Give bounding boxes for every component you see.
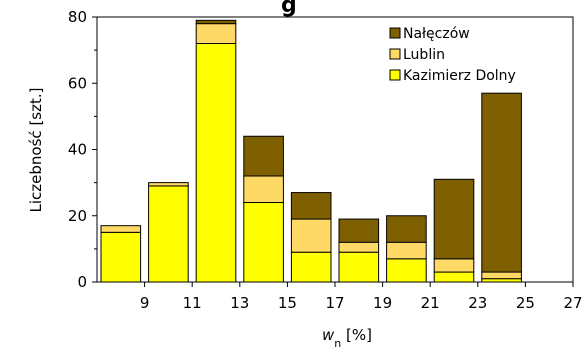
legend-label: Kazimierz Dolny: [403, 68, 516, 84]
x-axis-label-unit: [%]: [341, 326, 372, 344]
bar-segment-17-kazimierz-dolny: [338, 251, 380, 283]
bar-segment-11-kazimierz-dolny: [195, 43, 237, 283]
bar-segment-19-kazimierz-dolny: [386, 258, 427, 283]
bar-segment-23-lublin: [481, 271, 522, 280]
x-tick-label: 17: [325, 294, 344, 312]
x-tick-label: 27: [563, 294, 582, 312]
x-tick-label: 25: [516, 294, 535, 312]
bar-segment-11-na-cz-w: [195, 19, 237, 25]
y-ticks-group: 0 20 40 60 80: [68, 8, 97, 291]
bar-segment-9-lublin: [148, 182, 189, 187]
bar-segment-19-na-cz-w: [386, 215, 427, 243]
bar-segment-21-na-cz-w: [433, 178, 475, 260]
bar-segment-17-na-cz-w: [338, 218, 380, 243]
y-axis-label: Liczebność [szt.]: [27, 88, 45, 213]
x-tick-label: 9: [140, 294, 150, 312]
x-tick-label: 15: [278, 294, 297, 312]
legend: Nałęczów Lublin Kazimierz Dolny: [389, 26, 516, 84]
x-tick-label: 11: [183, 294, 202, 312]
bars-group: [100, 19, 522, 283]
bar-segment-15-kazimierz-dolny: [290, 251, 332, 283]
chart-title-fragment: g: [281, 0, 297, 18]
y-tick-label: 80: [68, 8, 87, 26]
legend-label: Lublin: [403, 47, 445, 63]
bar-segment-13-kazimierz-dolny: [243, 202, 284, 283]
x-tick-label: 19: [373, 294, 392, 312]
bar-segment-21-kazimierz-dolny: [433, 271, 475, 283]
legend-label: Nałęczów: [403, 26, 470, 42]
bar-segment-7-lublin: [100, 225, 142, 233]
bar-segment-23-na-cz-w: [481, 92, 522, 273]
bar-segment-21-lublin: [433, 258, 475, 273]
x-axis-label-sub: n: [334, 337, 341, 347]
y-tick-label: 60: [68, 74, 87, 92]
bar-segment-19-lublin: [386, 241, 427, 260]
bar-segment-13-lublin: [243, 175, 284, 203]
bar-segment-9-kazimierz-dolny: [148, 185, 189, 283]
x-tick-label: 13: [230, 294, 249, 312]
y-tick-label: 0: [77, 273, 87, 291]
legend-swatch-lublin: [389, 48, 401, 60]
bar-segment-15-lublin: [290, 218, 332, 253]
bar-segment-7-kazimierz-dolny: [100, 231, 142, 283]
x-tick-label: 21: [421, 294, 440, 312]
bar-segment-11-lublin: [195, 23, 237, 44]
bar-segment-15-na-cz-w: [290, 192, 332, 220]
x-axis-label-main: w: [322, 326, 335, 344]
legend-swatch-na-cz-w: [389, 27, 401, 39]
x-ticks-group: 9 11 13 15 17 19 21 23 25 27: [140, 282, 583, 312]
bar-segment-17-lublin: [338, 241, 380, 253]
x-axis-label: wn [%]: [322, 326, 372, 347]
y-tick-label: 20: [68, 207, 87, 225]
x-tick-label: 23: [468, 294, 487, 312]
bar-segment-13-na-cz-w: [243, 135, 284, 177]
y-tick-label: 40: [68, 141, 87, 159]
legend-swatch-kazimierz-dolny: [389, 69, 401, 81]
